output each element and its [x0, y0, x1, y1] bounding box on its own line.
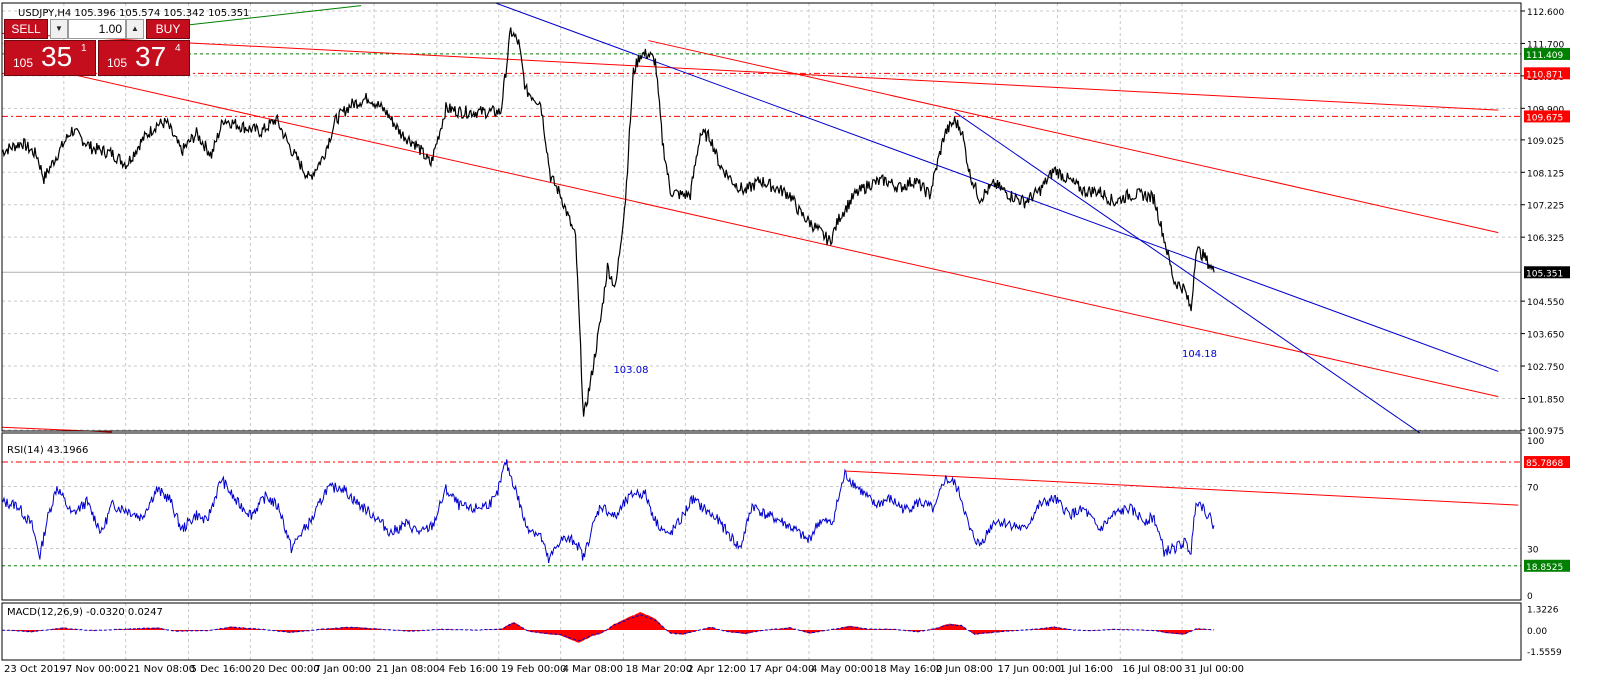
x-tick-label: 4 Mar 08:00: [563, 664, 623, 675]
one-click-trade-panel: SELL ▼ ▲ BUY 105 35 1 105 37 4: [4, 19, 190, 76]
trendline-red: [648, 40, 1499, 234]
x-tick-label: 7 Nov 00:00: [66, 664, 127, 675]
trendline-red: [46, 68, 1499, 398]
y-tick-label: 108.125: [1527, 169, 1564, 179]
y-tick-label: 106.325: [1527, 234, 1564, 244]
rsi-level-label: 85.7868: [1526, 459, 1563, 469]
x-tick-label: 20 Dec 00:00: [252, 664, 319, 675]
x-tick-label: 23 Oct 2019: [4, 664, 66, 675]
pane-frame-main: [1, 2, 1522, 432]
trendline-blue: [954, 111, 1420, 434]
buy-price-point: 4: [175, 43, 181, 54]
macd-signal-line: [1, 614, 1215, 642]
levels-layer: [2, 53, 1521, 567]
x-tick-label: 17 Jun 00:00: [998, 664, 1062, 675]
y-tick-label: 109.900: [1527, 105, 1564, 115]
macd-histogram: [2, 611, 1214, 643]
lot-decrease-button[interactable]: ▼: [50, 19, 68, 39]
x-tick-label: 2 Apr 12:00: [687, 664, 746, 675]
macd-y-tick-label: -1.5559: [1527, 648, 1562, 658]
rsi-y-tick-label: 70: [1527, 484, 1539, 494]
x-tick-label: 18 May 16:00: [874, 664, 943, 675]
buy-price-button[interactable]: 105 37 4: [98, 40, 190, 76]
y-tick-label: 111.700: [1527, 40, 1564, 50]
x-tick-label: 2 Jun 08:00: [936, 664, 993, 675]
price-level-tag: [1524, 110, 1570, 123]
series-layer: 103.08 104.18: [1, 27, 1217, 643]
price-level-label: 105.351: [1526, 269, 1563, 279]
y-tick-label: 112.600: [1527, 8, 1564, 18]
y-tick-label: 104.550: [1527, 298, 1564, 308]
rsi-title: RSI(14) 43.1966: [7, 445, 88, 456]
x-tick-label: 16 Jul 08:00: [1122, 664, 1182, 675]
buy-price-pips: 37: [135, 41, 167, 72]
rsi-series-line: [1, 459, 1215, 564]
price-level-tag: [1524, 266, 1570, 279]
x-tick-label: 18 Mar 20:00: [625, 664, 692, 675]
price-level-label: 110.871: [1526, 70, 1563, 80]
price-level-label: 109.675: [1526, 113, 1563, 123]
x-tick-label: 31 Jul 00:00: [1184, 664, 1244, 675]
rsi-level-label: 18.8525: [1526, 563, 1563, 573]
x-tick-label: 5 Dec 16:00: [191, 664, 252, 675]
y-tick-label: 109.025: [1527, 137, 1564, 147]
sell-price-pips: 35: [41, 41, 73, 72]
lot-size-input[interactable]: [68, 19, 126, 39]
y-tick-label: 107.225: [1527, 202, 1564, 212]
y-tick-label: 100.975: [1527, 427, 1564, 437]
grid-layer: [1, 3, 1521, 660]
price-level-tag: [1524, 67, 1570, 80]
axes-layer: 23 Oct 2019 7 Nov 00:00 21 Nov 08:005 Dec …: [4, 8, 1570, 675]
x-tick-label: 4 Feb 16:00: [439, 664, 498, 675]
x-tick-label: 7 Jan 00:00: [314, 664, 371, 675]
price-level-label: 111.409: [1526, 51, 1563, 61]
rsi-trendline: [844, 470, 1519, 506]
price-level-tag: [1524, 47, 1570, 60]
x-tick-label: 4 May 00:00: [811, 664, 873, 675]
sell-price-handle: 105: [13, 56, 34, 70]
price-series-line: [1, 27, 1215, 417]
sell-price-button[interactable]: 105 35 1: [4, 40, 96, 76]
x-tick-label: 17 Apr 04:00: [749, 664, 814, 675]
buy-button[interactable]: BUY: [146, 19, 190, 39]
macd-title: MACD(12,26,9) -0.0320 0.0247: [7, 607, 163, 618]
y-tick-label: 103.650: [1527, 331, 1564, 341]
rsi-level-tag: [1524, 559, 1570, 572]
price-annotation: 103.08: [613, 365, 648, 376]
rsi-y-tick-label: 30: [1527, 546, 1539, 556]
sell-price-point: 1: [81, 43, 87, 54]
trendline-red: [1, 32, 1499, 111]
rsi-y-tick-label: 100: [1527, 437, 1544, 447]
pane-frame-rsi: [1, 432, 1522, 601]
y-tick-label: 101.850: [1527, 395, 1564, 405]
macd-y-tick-label: 1.3226: [1527, 606, 1559, 616]
frames-layer: [1, 2, 1522, 661]
price-annotation: 104.18: [1182, 349, 1217, 360]
lot-increase-button[interactable]: ▲: [126, 19, 144, 39]
sell-button[interactable]: SELL: [4, 19, 48, 39]
x-tick-label: 21 Jan 08:00: [376, 664, 439, 675]
macd-y-tick-label: 0.00: [1527, 627, 1547, 637]
x-tick-label: 21 Nov 08:00: [128, 664, 195, 675]
y-tick-label: 102.750: [1527, 363, 1564, 373]
chart-title: USDJPY,H4 105.396 105.574 105.342 105.35…: [18, 8, 249, 19]
rsi-y-tick-label: 0: [1527, 592, 1533, 602]
x-tick-label: 1 Jul 16:00: [1059, 664, 1113, 675]
buy-price-handle: 105: [107, 56, 128, 70]
rsi-level-tag: [1524, 456, 1570, 469]
x-tick-label: 19 Feb 00:00: [501, 664, 567, 675]
pane-frame-macd: [1, 602, 1522, 661]
